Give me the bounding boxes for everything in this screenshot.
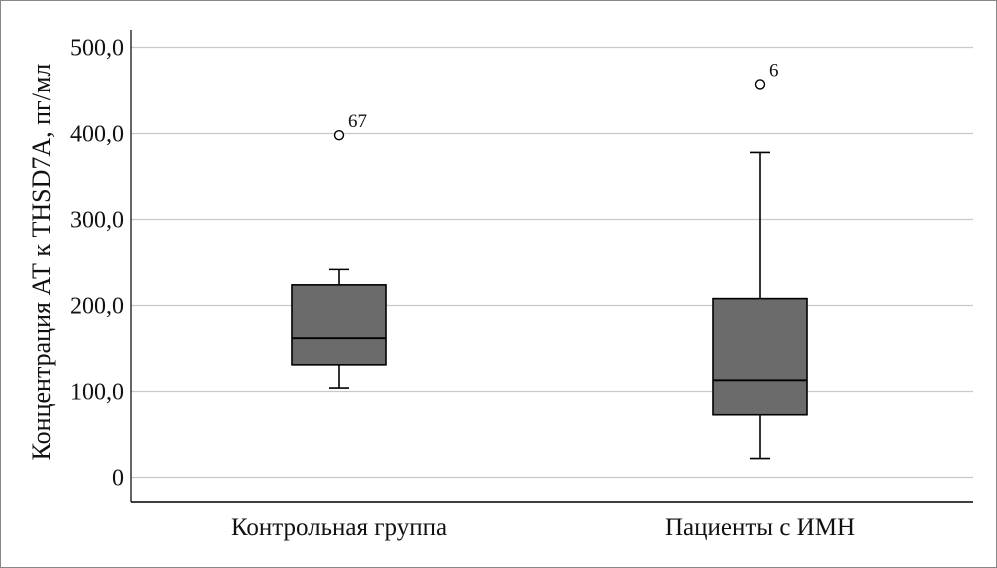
iqr-box: [291, 284, 387, 366]
y-tick-labels: 0 100,0 200,0 300,0 400,0 500,0: [70, 36, 124, 492]
gridlines: [131, 46, 973, 479]
iqr-box: [712, 297, 808, 416]
outlier-label: 67: [348, 111, 367, 132]
category-label: Пациенты с ИМН: [665, 514, 855, 541]
y-tick-label: 400,0: [70, 122, 124, 148]
outlier-point: [333, 130, 345, 141]
y-tick-label: 0: [112, 466, 124, 492]
boxes: 67 6: [291, 60, 808, 460]
outlier-point: [754, 79, 766, 90]
y-axis-label: Концентрация АТ к THSD7A, пг/мл: [27, 64, 56, 461]
y-tick-label: 300,0: [70, 208, 124, 234]
category-labels: Контрольная группа Пациенты с ИМН: [231, 514, 855, 541]
y-tick-label: 100,0: [70, 380, 124, 406]
box-group: 6: [712, 60, 808, 460]
y-tick-label: 200,0: [70, 294, 124, 320]
box-group: 67: [291, 111, 387, 389]
outlier-label: 6: [769, 60, 779, 81]
y-tick-label: 500,0: [70, 36, 124, 62]
category-label: Контрольная группа: [231, 514, 447, 541]
